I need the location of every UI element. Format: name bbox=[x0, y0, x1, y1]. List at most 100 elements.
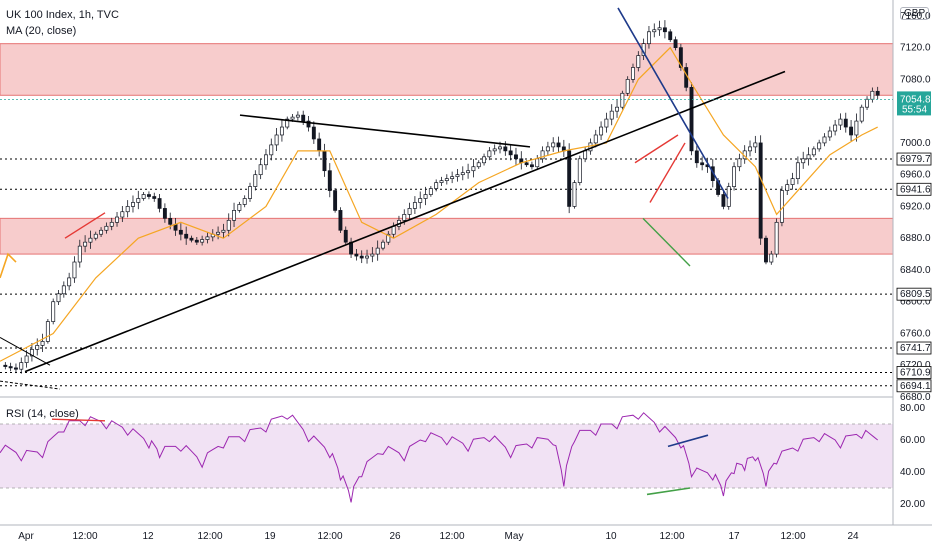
price-tick-label: 7120.0 bbox=[900, 43, 931, 54]
candle-body bbox=[99, 229, 104, 235]
time-tick-label: May bbox=[505, 531, 524, 542]
candle-body bbox=[583, 150, 588, 160]
candle-body bbox=[631, 67, 635, 80]
descending-blue-line bbox=[617, 7, 729, 199]
candle-body bbox=[657, 27, 662, 31]
candle-body bbox=[694, 150, 699, 164]
candle-body bbox=[593, 134, 598, 144]
candle-body bbox=[327, 170, 332, 191]
rsi-indicator-label: RSI (14, close) bbox=[6, 408, 79, 420]
level-tag-label: 6979.7 bbox=[900, 154, 931, 165]
level-tag bbox=[896, 287, 932, 301]
candle-body bbox=[232, 210, 236, 221]
time-tick-label: 12 bbox=[142, 531, 154, 542]
level-tag bbox=[896, 152, 932, 166]
candle-body bbox=[242, 198, 247, 205]
candle-body bbox=[545, 146, 550, 152]
candle-body bbox=[146, 194, 151, 197]
time-tick-label: Apr bbox=[18, 531, 34, 542]
candle-body bbox=[689, 86, 694, 152]
candle-body bbox=[769, 253, 774, 263]
candle-body bbox=[700, 162, 705, 166]
candle-body bbox=[317, 138, 322, 152]
candle-body bbox=[253, 174, 258, 187]
level-tag-label: 6741.7 bbox=[900, 343, 931, 354]
candle-body bbox=[67, 277, 72, 287]
candle-body bbox=[439, 180, 444, 183]
candle-body bbox=[604, 118, 609, 128]
candle-body bbox=[157, 198, 162, 209]
candle-body bbox=[338, 210, 343, 231]
candle-body bbox=[487, 150, 492, 158]
candle-body bbox=[14, 367, 18, 370]
candle-body bbox=[460, 172, 465, 176]
time-tick-label: 12:00 bbox=[780, 531, 805, 542]
candle-body bbox=[274, 134, 279, 146]
candle-body bbox=[721, 194, 726, 207]
candle-body bbox=[311, 126, 316, 140]
candle-body bbox=[843, 118, 848, 128]
candle-body bbox=[93, 233, 98, 239]
level-tag bbox=[896, 379, 932, 393]
candle-body bbox=[88, 237, 93, 243]
level-tag-label: 6941.6 bbox=[900, 184, 931, 195]
candle-body bbox=[498, 146, 502, 150]
candle-body bbox=[524, 162, 529, 166]
rsi-tick-label: 60.00 bbox=[900, 435, 925, 446]
candle-body bbox=[141, 194, 146, 199]
resistance-zone-1 bbox=[0, 217, 894, 255]
candle-body bbox=[795, 162, 800, 180]
rsi-tick-label: 40.00 bbox=[900, 467, 925, 478]
level-tag-label: 6809.5 bbox=[900, 289, 931, 300]
candle-body bbox=[450, 176, 455, 179]
candle-body bbox=[248, 186, 252, 199]
level-tag bbox=[896, 341, 932, 355]
candle-body bbox=[503, 146, 508, 152]
candle-body bbox=[737, 158, 742, 168]
upper-trendline bbox=[239, 114, 531, 148]
candle-body bbox=[131, 202, 135, 207]
candle-body bbox=[535, 158, 540, 168]
time-tick-label: 17 bbox=[728, 531, 740, 542]
candle-body bbox=[817, 142, 822, 150]
candle-body bbox=[774, 221, 779, 255]
candle-body bbox=[35, 345, 40, 350]
candle-body bbox=[301, 114, 306, 122]
candle-body bbox=[732, 166, 737, 187]
candle-body bbox=[492, 148, 497, 152]
candle-body bbox=[290, 116, 295, 120]
candle-body bbox=[216, 231, 221, 235]
candle-body bbox=[56, 293, 61, 303]
candle-body bbox=[811, 148, 816, 156]
candle-body bbox=[104, 225, 109, 231]
candle-body bbox=[540, 150, 545, 160]
candle-body bbox=[567, 150, 572, 207]
price-tick-label: 6840.0 bbox=[900, 265, 931, 276]
candle-body bbox=[359, 255, 364, 259]
rsi-tick-label: 80.00 bbox=[900, 403, 925, 414]
currency-badge[interactable]: GBP bbox=[900, 7, 930, 20]
candle-body bbox=[221, 229, 226, 233]
time-tick-label: 24 bbox=[847, 531, 859, 542]
candle-body bbox=[83, 241, 88, 247]
candle-body bbox=[279, 126, 284, 136]
red-rising-line-3 bbox=[649, 142, 686, 203]
candle-body bbox=[806, 154, 811, 160]
time-tick-label: 10 bbox=[605, 531, 617, 542]
candle-body bbox=[620, 92, 625, 108]
candle-body bbox=[162, 208, 167, 219]
candle-body bbox=[609, 110, 614, 120]
candle-body bbox=[615, 106, 619, 112]
price-tick-label: 6760.0 bbox=[900, 328, 931, 339]
orange-arrow-icon bbox=[0, 252, 17, 279]
candle-body bbox=[529, 164, 534, 168]
candle-body bbox=[365, 255, 369, 259]
candle-body bbox=[854, 120, 859, 136]
candle-body bbox=[115, 216, 119, 223]
candle-body bbox=[423, 194, 428, 199]
candle-body bbox=[588, 142, 593, 152]
candle-body bbox=[652, 29, 657, 33]
rsi-tick-label: 20.00 bbox=[900, 499, 925, 510]
